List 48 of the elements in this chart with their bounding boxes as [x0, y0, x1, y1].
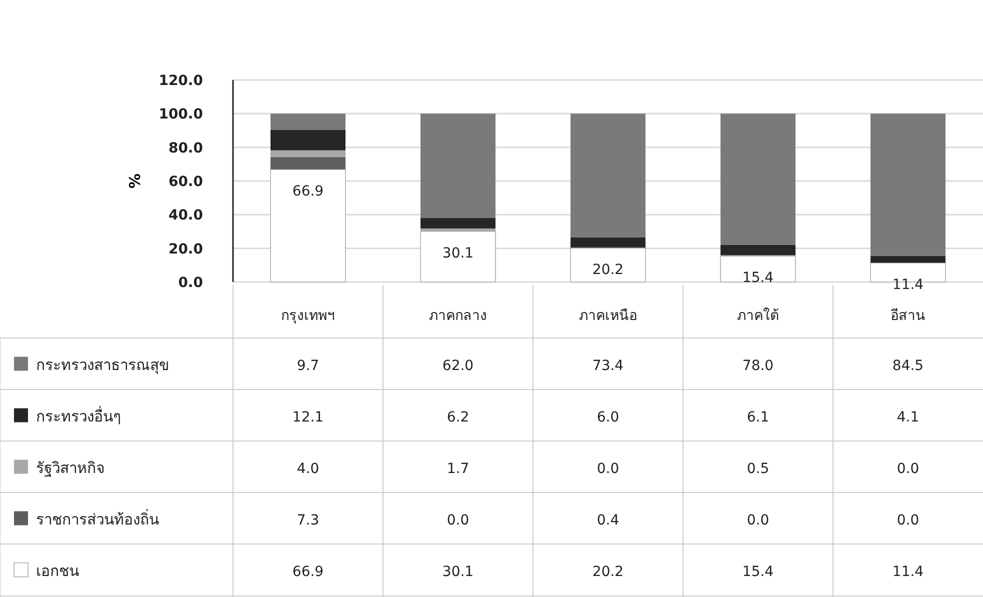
data-label: 6.2: [446, 409, 470, 426]
data-label: 6.0: [596, 409, 620, 426]
data-label: 0.4: [596, 512, 620, 528]
x-tick-label: ภาคกลาง: [429, 308, 487, 324]
y-tick-label: 120.0: [158, 73, 204, 89]
data-label: 66.9: [292, 564, 324, 580]
y-tick-label: 100.0: [158, 106, 204, 123]
x-tick-label: อีสาน: [890, 308, 926, 324]
data-label: 6.1: [746, 409, 770, 426]
data-label: 0.0: [896, 460, 920, 477]
y-tick-label: 80.0: [168, 140, 204, 156]
data-label: 0.0: [746, 512, 770, 528]
y-tick-label: 40.0: [168, 208, 204, 224]
data-label: 4.1: [896, 409, 920, 426]
data-label: 0.5: [746, 460, 770, 477]
text: 15.4: [742, 270, 774, 286]
data-label: 4.0: [296, 460, 320, 477]
data-label: 73.4: [592, 358, 624, 374]
data-label: 1.7: [446, 460, 470, 477]
text: 30.1: [442, 245, 474, 262]
data-label: 62.0: [442, 358, 474, 374]
x-tick-label: ภาคใต้: [737, 307, 779, 324]
y-tick-label: 0.0: [178, 275, 204, 291]
text: 11.4: [892, 276, 924, 293]
data-label: 12.1: [292, 409, 324, 426]
text: 66.9: [292, 183, 324, 200]
legend-label: เอกชน: [36, 562, 79, 580]
data-label: 9.7: [296, 358, 320, 374]
x-tick-label: กรุงเทพฯ: [281, 308, 335, 324]
data-label: 30.1: [442, 564, 474, 580]
y-axis-title: %: [126, 173, 144, 189]
y-tick-label: 20.0: [168, 241, 204, 258]
data-label: 0.0: [446, 512, 470, 528]
data-label: 20.2: [592, 564, 624, 580]
data-label: 7.3: [296, 512, 320, 528]
legend-label: กระทรวงสาธารณสุข: [36, 356, 169, 375]
x-tick-label: ภาคเหนือ: [579, 308, 637, 324]
data-label: 0.0: [596, 460, 620, 477]
data-label: 11.4: [892, 564, 924, 580]
data-label: 0.0: [896, 512, 920, 528]
data-label: 78.0: [742, 358, 774, 374]
text: 20.2: [592, 262, 624, 278]
legend-label: กระทรวงอื่นๆ: [36, 405, 121, 426]
legend-label: รัฐวิสาหกิจ: [36, 458, 105, 477]
data-label: 15.4: [742, 564, 774, 580]
legend-label: ราชการส่วนท้องถิ่น: [36, 508, 159, 528]
data-label: 84.5: [892, 358, 924, 374]
y-tick-label: 60.0: [168, 174, 204, 190]
